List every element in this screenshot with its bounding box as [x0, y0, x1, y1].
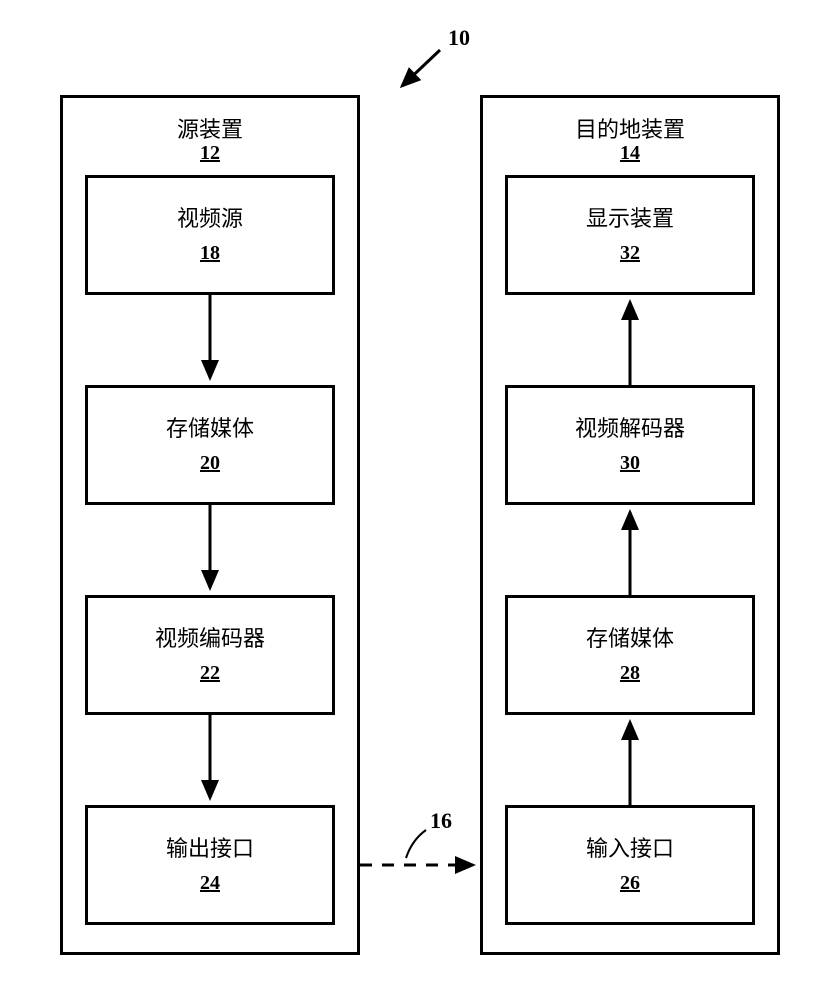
output-interface-label: 输出接口 [166, 831, 254, 866]
storage-source-box: 存储媒体 20 [85, 385, 335, 505]
storage-destination-number: 28 [620, 657, 640, 689]
link-number-label: 16 [430, 808, 452, 834]
video-encoder-label: 视频编码器 [155, 621, 265, 656]
figure-number-label: 10 [448, 25, 470, 51]
diagram-canvas: 10 源装置 12 目的地装置 14 视频源 18 存储媒体 20 视频编码器 … [0, 0, 840, 1000]
storage-source-label: 存储媒体 [166, 411, 254, 446]
video-decoder-label: 视频解码器 [575, 411, 685, 446]
input-interface-number: 26 [620, 867, 640, 899]
storage-destination-label: 存储媒体 [586, 621, 674, 656]
output-interface-box: 输出接口 24 [85, 805, 335, 925]
input-interface-box: 输入接口 26 [505, 805, 755, 925]
display-device-label: 显示装置 [586, 201, 674, 236]
source-device-number: 12 [63, 142, 357, 165]
video-decoder-number: 30 [620, 447, 640, 479]
destination-device-title: 目的地装置 [483, 112, 777, 144]
storage-destination-box: 存储媒体 28 [505, 595, 755, 715]
destination-device-number: 14 [483, 142, 777, 165]
source-device-title: 源装置 [63, 112, 357, 144]
video-encoder-number: 22 [200, 657, 220, 689]
video-source-label: 视频源 [177, 201, 243, 236]
video-encoder-box: 视频编码器 22 [85, 595, 335, 715]
video-decoder-box: 视频解码器 30 [505, 385, 755, 505]
display-device-box: 显示装置 32 [505, 175, 755, 295]
input-interface-label: 输入接口 [586, 831, 674, 866]
storage-source-number: 20 [200, 447, 220, 479]
video-source-number: 18 [200, 237, 220, 269]
display-device-number: 32 [620, 237, 640, 269]
video-source-box: 视频源 18 [85, 175, 335, 295]
output-interface-number: 24 [200, 867, 220, 899]
